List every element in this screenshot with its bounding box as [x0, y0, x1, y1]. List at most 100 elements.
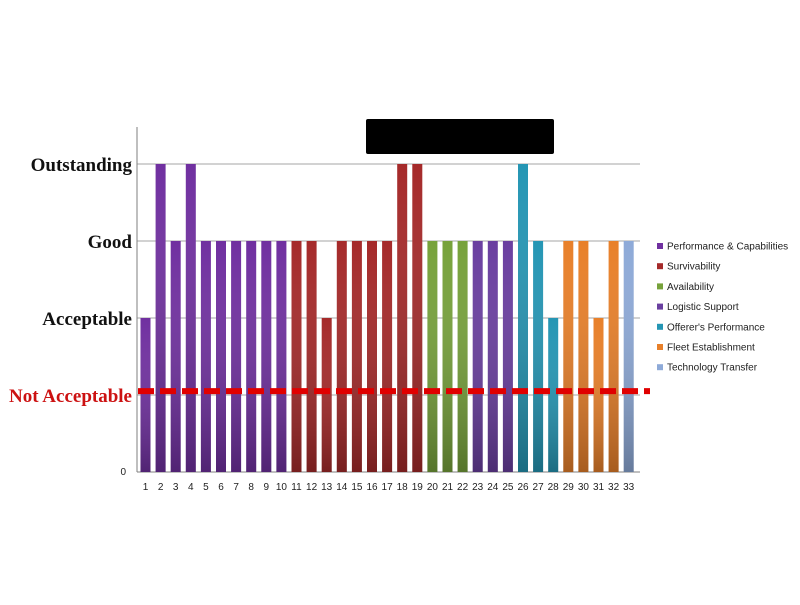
bar-shade — [140, 318, 151, 472]
bar-24 — [487, 241, 498, 472]
bar-5 — [200, 241, 211, 472]
x-tick-labels: 1 2 3 4 5 6 7 8 9 10 11 12 13 14 15 16 17 18 19 20 21 22 23 24 2… — [143, 482, 635, 493]
legend-swatch — [657, 344, 663, 350]
y-level-label: Not Acceptable — [9, 386, 132, 407]
legend-label: Fleet Establishment — [667, 343, 755, 354]
x-tick-label: 6 — [218, 482, 224, 493]
legend-item: Offerer's Performance — [657, 322, 765, 333]
bar-6 — [216, 241, 226, 472]
x-tick-label: 22 — [457, 482, 469, 493]
bar-shade — [336, 241, 347, 472]
x-tick-label: 12 — [306, 482, 318, 493]
bar-shade — [623, 241, 634, 472]
legend-label: Technology Transfer — [667, 363, 758, 374]
legend-item: Survivability — [657, 262, 720, 273]
bar-shade — [563, 241, 574, 472]
bar-7 — [231, 241, 242, 472]
bar-15 — [351, 241, 362, 472]
bar-shade — [231, 241, 242, 472]
bar-32 — [608, 241, 619, 472]
bar-shade — [502, 241, 513, 472]
bar-23 — [472, 241, 483, 472]
bar-20 — [427, 241, 438, 472]
x-tick-label: 4 — [188, 482, 194, 493]
bar-shade — [185, 164, 196, 472]
bar-11 — [291, 241, 302, 472]
bar-33 — [623, 241, 634, 472]
bar-shade — [155, 164, 166, 472]
x-tick-label: 25 — [502, 482, 514, 493]
x-tick-label: 13 — [321, 482, 333, 493]
bar-shade — [367, 241, 377, 472]
x-tick-label: 3 — [173, 482, 179, 493]
x-tick-label: 11 — [291, 482, 302, 493]
legend-swatch — [657, 323, 663, 330]
bar-shade — [487, 241, 498, 472]
bar-9 — [261, 241, 272, 472]
bar-shade — [246, 241, 257, 472]
bar-shade — [457, 241, 468, 472]
bar-2 — [155, 164, 166, 472]
x-tick-label: 2 — [158, 482, 164, 493]
bar-8 — [246, 241, 257, 472]
bar-29 — [563, 241, 574, 472]
bar-shade — [608, 241, 619, 472]
legend-item: Technology Transfer — [657, 363, 758, 374]
x-tick-label: 8 — [248, 482, 254, 493]
bar-30 — [578, 241, 589, 472]
x-tick-label: 10 — [276, 482, 288, 493]
bar-shade — [578, 241, 589, 472]
bar-26 — [518, 164, 528, 472]
bar-shade — [533, 241, 544, 472]
legend-item: Performance & Capabilities — [657, 242, 788, 253]
bar-shade — [170, 241, 181, 472]
legend-swatch — [657, 243, 663, 249]
bar-12 — [306, 241, 317, 472]
bar-28 — [548, 318, 559, 472]
bar-14 — [336, 241, 347, 472]
x-tick-label: 16 — [366, 482, 378, 493]
legend-label: Performance & Capabilities — [667, 242, 788, 253]
y-level-labels: Not Acceptable Acceptable Good Outstanding — [9, 155, 132, 407]
y-level-label: Outstanding — [31, 155, 133, 176]
bar-shade — [397, 164, 408, 472]
redaction-box — [366, 119, 554, 154]
bar-shade — [382, 241, 393, 472]
bar-shade — [216, 241, 226, 472]
bar-shade — [593, 318, 604, 472]
bar-3 — [170, 241, 181, 472]
x-tick-label: 23 — [472, 482, 484, 493]
bar-shade — [306, 241, 317, 472]
bar-18 — [397, 164, 408, 472]
bar-shade — [321, 318, 332, 472]
y-level-label: Acceptable — [42, 309, 132, 330]
legend-label: Survivability — [667, 262, 720, 273]
bar-19 — [412, 164, 423, 472]
legend-item: Availability — [657, 282, 714, 293]
bar-shade — [472, 241, 483, 472]
x-tick-label: 21 — [442, 482, 454, 493]
bar-4 — [185, 164, 196, 472]
bar-1 — [140, 318, 151, 472]
bar-shade — [200, 241, 211, 472]
legend-label: Logistic Support — [667, 302, 739, 313]
bar-17 — [382, 241, 393, 472]
bar-21 — [442, 241, 453, 472]
x-tick-label: 19 — [412, 482, 424, 493]
legend-swatch — [657, 263, 663, 270]
x-tick-label: 15 — [351, 482, 363, 493]
bar-shade — [548, 318, 559, 472]
legend-swatch — [657, 303, 663, 310]
legend-label: Offerer's Performance — [667, 322, 765, 333]
x-tick-label: 14 — [336, 482, 348, 493]
axes: 0 — [120, 127, 640, 478]
bar-22 — [457, 241, 468, 472]
legend-swatch — [657, 364, 663, 371]
x-tick-label: 24 — [487, 482, 499, 493]
x-tick-label: 31 — [593, 482, 605, 493]
x-tick-label: 5 — [203, 482, 209, 493]
bar-shade — [442, 241, 453, 472]
x-tick-label: 32 — [608, 482, 620, 493]
